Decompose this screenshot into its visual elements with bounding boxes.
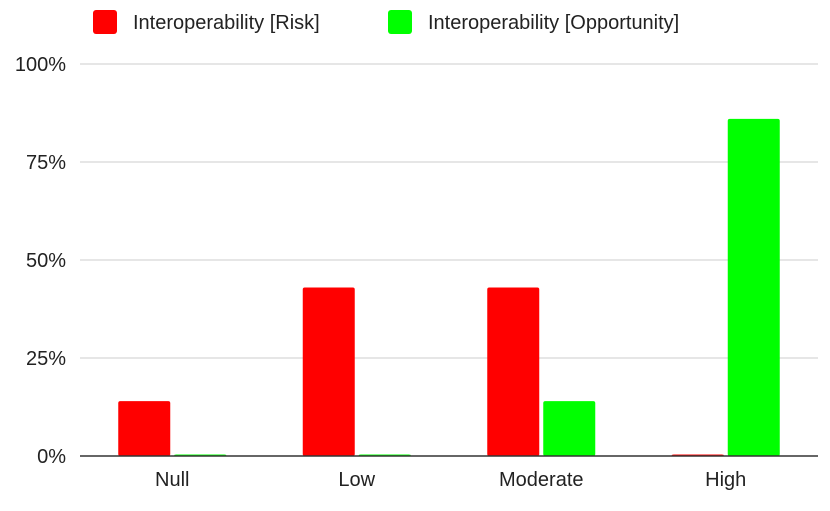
legend-item: Interoperability [Risk] — [93, 10, 320, 34]
legend-swatch — [93, 10, 117, 34]
y-tick-label: 25% — [26, 348, 66, 370]
legend-swatch — [388, 10, 412, 34]
legend-label: Interoperability [Risk] — [133, 12, 320, 34]
bar-low-risk — [302, 287, 355, 456]
x-tick-label: Null — [155, 469, 189, 491]
gridlines — [80, 63, 818, 359]
bar-moderate-risk — [487, 287, 540, 456]
legend: Interoperability [Risk] Interoperability … — [93, 10, 679, 34]
bar-moderate-opportunity — [543, 401, 596, 456]
x-tick-label: Low — [338, 469, 375, 491]
bar-null-risk — [118, 401, 171, 456]
x-tick-label: Moderate — [499, 469, 584, 491]
bar-high-opportunity — [727, 118, 780, 456]
y-tick-label: 75% — [26, 152, 66, 174]
legend-label: Interoperability [Opportunity] — [428, 12, 679, 34]
y-tick-label: 100% — [15, 54, 66, 76]
y-tick-label: 50% — [26, 250, 66, 272]
x-tick-label: High — [705, 469, 746, 491]
y-tick-label: 0% — [37, 446, 66, 468]
bars — [118, 118, 780, 456]
x-axis-ticks: Null Low Moderate High — [155, 469, 746, 491]
y-axis-ticks: 0% 25% 50% 75% 100% — [15, 54, 66, 468]
legend-item: Interoperability [Opportunity] — [388, 10, 679, 34]
